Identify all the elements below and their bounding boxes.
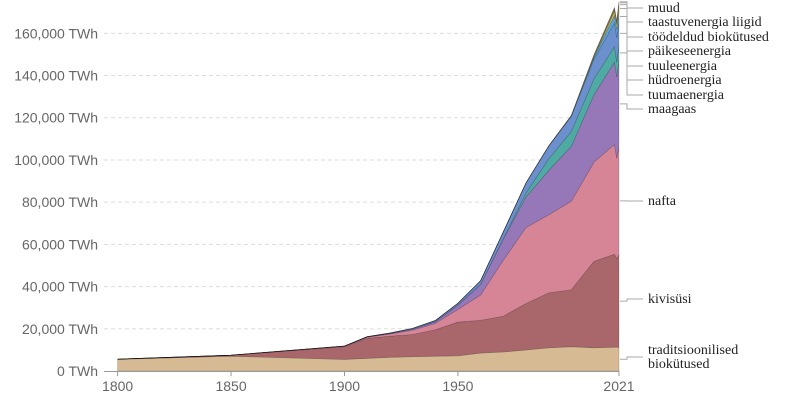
area-hudroenergia: [117, 21, 620, 360]
y-tick-label: 140,000 TWh: [14, 68, 98, 84]
x-tick-label: 1900: [329, 378, 360, 394]
leader-line-maagaas: [620, 103, 643, 110]
axes: 0 TWh 20,000 TWh 40,000 TWh 60,000 TWh 80,00…: [14, 25, 635, 394]
y-tick-label: 20,000 TWh: [22, 321, 98, 337]
series-areas: [117, 1, 620, 372]
legend-label-nafta: nafta: [648, 194, 677, 209]
legend-label-maagaas: maagaas: [648, 102, 696, 117]
area-muud: [117, 1, 620, 360]
x-tick-label: 2021: [603, 378, 634, 394]
y-tick-label: 60,000 TWh: [22, 236, 98, 252]
x-tick-label: 1850: [215, 378, 246, 394]
leader-line-hudroenergia: [620, 32, 643, 81]
legend-label-taastuvenergia-liigid: taastuvenergia liigid: [648, 15, 762, 30]
legend-label-muud: muud: [648, 1, 680, 16]
leader-line-traditsioonilised-biokutused: [620, 356, 643, 360]
legend-label-kivisusi: kivisüsi: [648, 292, 692, 307]
legend-label-hudroenergia: hüdroenergia: [648, 73, 722, 88]
x-tick-label: 1950: [442, 378, 473, 394]
area-tuuleenergia: [117, 11, 620, 360]
area-taastuvenergia-liigid: [117, 1, 620, 360]
legend-label-toodeldud-biokutused: töödeldud biokütused: [648, 30, 769, 45]
leader-line-paikeseenergia: [620, 8, 643, 52]
area-toodeldud-biokutused: [117, 3, 620, 360]
leader-line-taastuvenergia-liigid: [620, 2, 643, 23]
y-tick-label: 0 TWh: [57, 363, 98, 379]
legend-label-tuuleenergia: tuuleenergia: [648, 59, 718, 74]
leader-line-tuuleenergia: [620, 15, 643, 67]
y-tick-label: 80,000 TWh: [22, 194, 98, 210]
leader-line-toodeldud-biokutused: [620, 4, 643, 38]
area-paikeseenergia: [117, 5, 620, 360]
y-tick-label: 160,000 TWh: [14, 25, 98, 41]
legend-label-traditsioonilised-biokutused: traditsioonilised biokütused: [648, 343, 738, 372]
legend-label-paikeseenergia: päikeseenergia: [648, 44, 732, 59]
y-tick-label: 100,000 TWh: [14, 152, 98, 168]
y-tick-label: 40,000 TWh: [22, 279, 98, 295]
leader-line-tuumaenergia: [620, 52, 643, 96]
legend-label-tuumaenergia: tuumaenergia: [648, 88, 725, 103]
y-tick-label: 120,000 TWh: [14, 110, 98, 126]
x-tick-label: 1800: [102, 378, 133, 394]
area-nafta: [117, 143, 620, 360]
leader-line-kivisusi: [620, 298, 643, 302]
